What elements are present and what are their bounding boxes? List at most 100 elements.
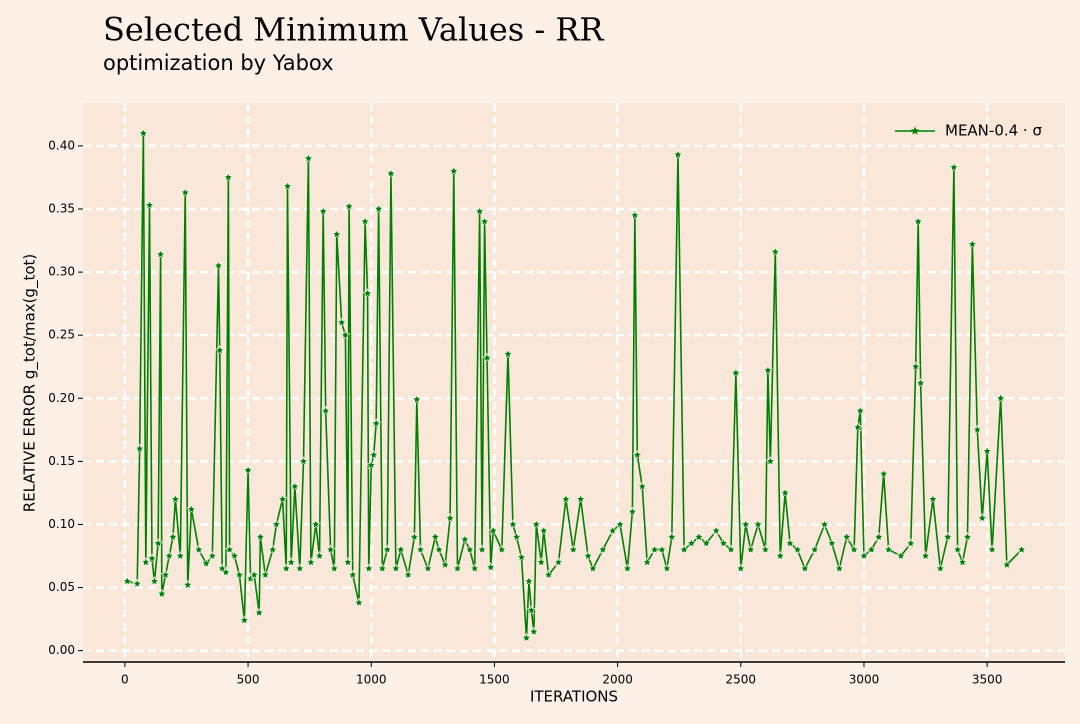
marker [329, 563, 340, 573]
marker [371, 418, 382, 428]
marker [809, 544, 820, 554]
marker [977, 512, 988, 523]
x-tick-label: 2000 [602, 673, 633, 687]
y-axis-label: RELATIVE ERROR g_tot/max(g_tot) [21, 254, 40, 512]
marker [962, 531, 973, 542]
chart-title: Selected Minimum Values - RR [103, 11, 604, 49]
marker [459, 534, 470, 544]
marker [331, 228, 342, 239]
marker [224, 544, 235, 554]
marker [852, 422, 863, 432]
marker [360, 216, 371, 226]
marker [855, 405, 866, 416]
marker [632, 449, 643, 460]
marker [344, 201, 355, 211]
marker [531, 519, 542, 529]
marker [507, 519, 518, 529]
marker [528, 626, 539, 637]
marker [144, 199, 155, 210]
marker [469, 563, 480, 573]
marker [957, 557, 968, 567]
marker [760, 544, 771, 554]
legend-label: MEAN-0.4 · σ [945, 122, 1042, 140]
marker [445, 512, 456, 523]
marker [920, 550, 931, 561]
marker [642, 557, 653, 567]
marker [156, 588, 167, 599]
marker [271, 519, 282, 529]
marker [368, 449, 379, 460]
marker [314, 550, 325, 561]
marker [347, 569, 358, 580]
marker [834, 563, 845, 573]
marker [502, 348, 514, 359]
marker [217, 563, 228, 573]
marker [762, 365, 773, 375]
y-tick-label: 0.15 [48, 454, 75, 468]
marker [267, 544, 278, 554]
marker [526, 605, 537, 615]
marker [390, 563, 401, 573]
x-tick-label: 1500 [479, 673, 510, 687]
marker [792, 544, 803, 554]
marker [134, 443, 145, 454]
marker [496, 544, 507, 554]
marker [336, 317, 347, 327]
y-tick-label: 0.35 [48, 201, 75, 215]
chart-subtitle: optimization by Yabox [103, 51, 334, 75]
marker [701, 538, 712, 548]
marker [153, 538, 164, 548]
marker [770, 246, 781, 257]
marker [160, 569, 171, 580]
y-tick-label: 0.40 [48, 138, 75, 152]
marker [905, 538, 916, 548]
marker [201, 558, 212, 568]
marker [915, 377, 926, 388]
marker [543, 569, 554, 580]
marker [411, 394, 422, 404]
marker [575, 493, 586, 504]
marker [521, 632, 532, 643]
marker [146, 553, 158, 563]
marker [243, 464, 254, 475]
marker [440, 559, 451, 570]
marker [310, 519, 321, 529]
marker [132, 578, 143, 589]
marker [819, 519, 830, 529]
marker [281, 563, 292, 573]
marker [430, 531, 441, 542]
x-tick-label: 1000 [356, 673, 387, 687]
marker [214, 345, 225, 355]
marker [395, 544, 406, 554]
marker [474, 206, 485, 216]
marker [373, 203, 384, 214]
marker [799, 563, 810, 573]
marker [679, 544, 690, 554]
marker [340, 329, 351, 340]
marker [318, 206, 329, 216]
marker [693, 531, 704, 542]
marker [637, 481, 648, 491]
marker [987, 544, 998, 554]
marker [298, 456, 309, 466]
marker [982, 446, 993, 456]
x-tick-label: 3500 [972, 673, 1003, 687]
plot-area [83, 103, 1065, 662]
marker [740, 519, 751, 529]
marker [538, 525, 549, 536]
marker [858, 550, 869, 561]
marker [560, 493, 571, 504]
marker [826, 538, 837, 548]
marker [935, 563, 946, 573]
marker [234, 569, 245, 580]
marker [866, 544, 877, 554]
marker [167, 531, 178, 542]
marker [672, 149, 683, 160]
marker [622, 563, 633, 573]
marker [607, 525, 618, 536]
marker [841, 531, 852, 542]
marker [377, 563, 388, 573]
marker [952, 544, 963, 554]
marker [140, 557, 151, 567]
